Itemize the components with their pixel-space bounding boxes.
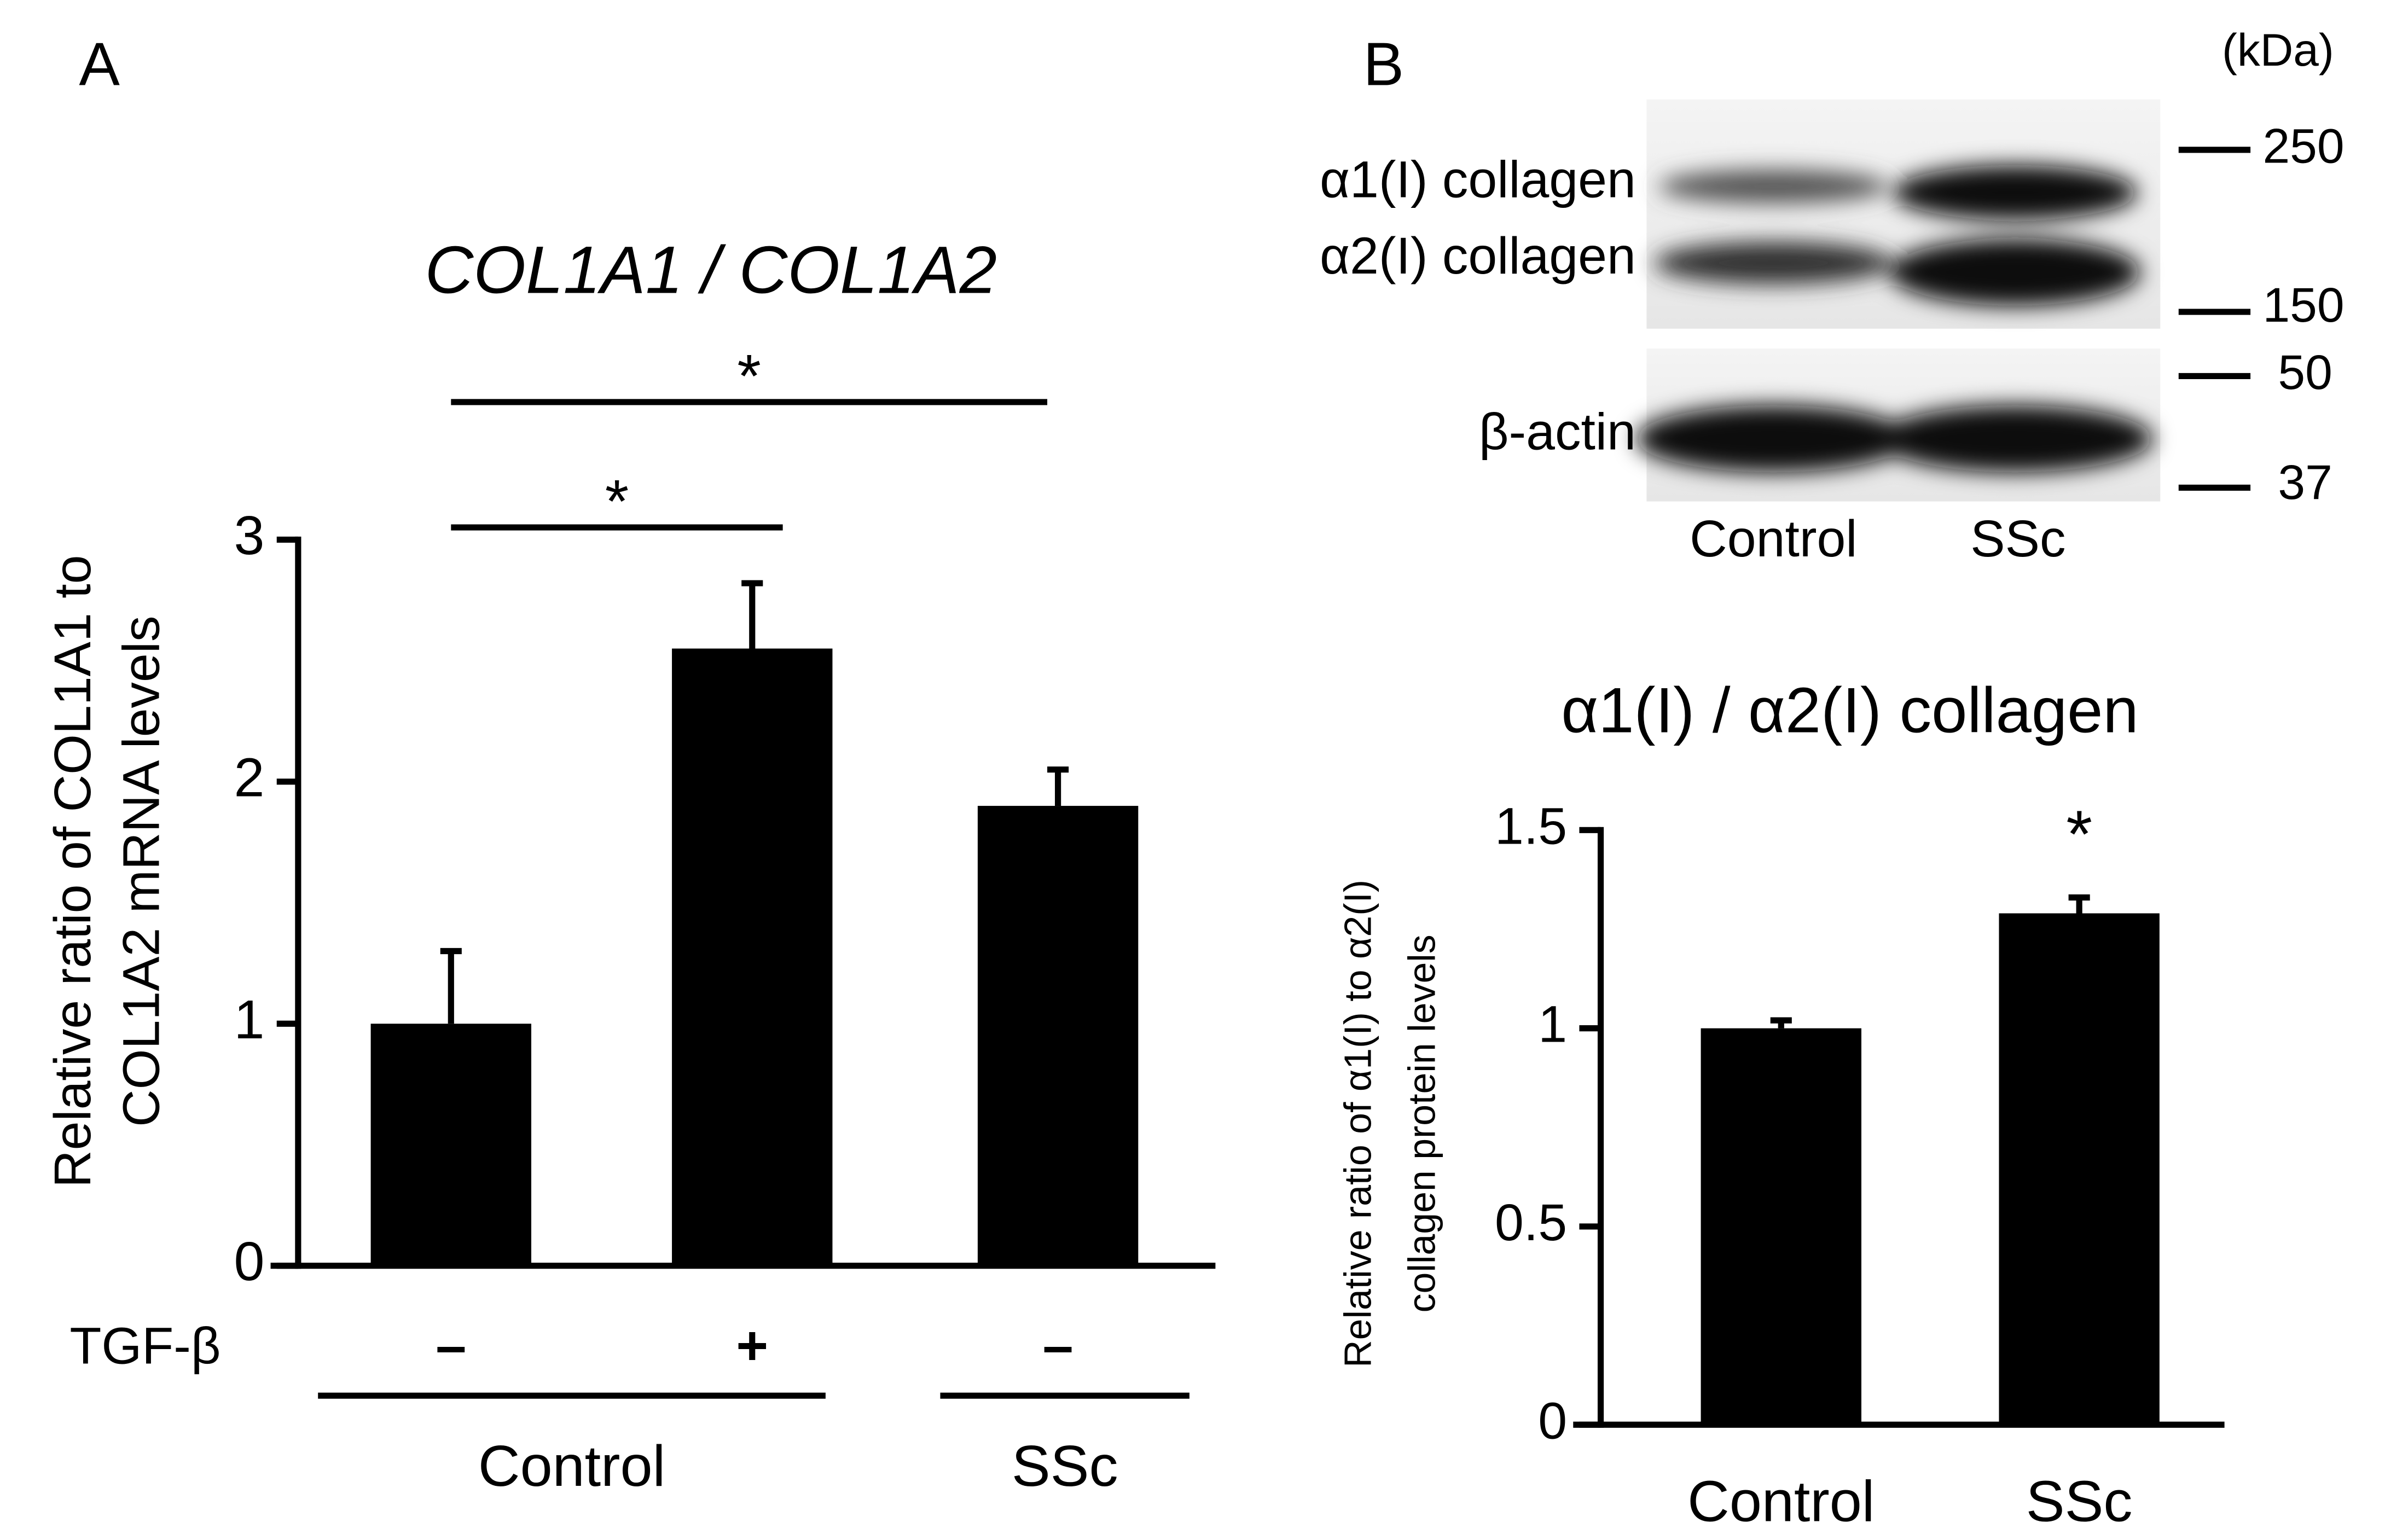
significance-marker: * bbox=[2066, 797, 2092, 872]
lane-label: SSc bbox=[1970, 510, 2065, 568]
x-tick-label: + bbox=[736, 1315, 768, 1376]
y-tick-label: 1 bbox=[1538, 996, 1567, 1054]
lane-label: Control bbox=[1690, 510, 1857, 568]
y-axis-label: collagen protein levels bbox=[1401, 934, 1443, 1312]
bar bbox=[1701, 1028, 1861, 1425]
y-tick-label: 3 bbox=[234, 505, 264, 566]
y-tick-label: 1.5 bbox=[1495, 797, 1567, 855]
significance-marker: * bbox=[605, 467, 629, 535]
x-tick-label: Control bbox=[1687, 1468, 1875, 1533]
chart-title: α1(I) / α2(I) collagen bbox=[1561, 675, 2138, 746]
y-axis-label: Relative ratio of α1(I) to α2(I) bbox=[1336, 880, 1379, 1368]
group-label: Control bbox=[478, 1433, 665, 1498]
band-label: α2(I) collagen bbox=[1320, 227, 1636, 285]
y-axis-label: COL1A2 mRNA levels bbox=[113, 615, 171, 1127]
marker-label: 50 bbox=[2278, 345, 2332, 399]
band-label: α1(I) collagen bbox=[1320, 150, 1636, 208]
row-label: TGF-β bbox=[69, 1317, 220, 1375]
bar bbox=[672, 648, 833, 1266]
y-axis-label: Relative ratio of COL1A1 to bbox=[44, 555, 102, 1188]
blot-bands bbox=[1635, 165, 2153, 473]
marker-label: 37 bbox=[2278, 455, 2332, 509]
group-label: SSc bbox=[1012, 1433, 1118, 1498]
panel-label: B bbox=[1363, 30, 1405, 98]
x-tick-label: – bbox=[436, 1315, 466, 1376]
chart-title: COL1A1 / COL1A2 bbox=[425, 233, 997, 307]
y-tick-label: 0 bbox=[234, 1231, 264, 1292]
western-blot: α1(I) collagen α2(I) collagen β-actin Co… bbox=[1320, 24, 2345, 568]
significance-marker: * bbox=[737, 341, 761, 410]
panel-label: A bbox=[79, 30, 120, 98]
marker-label: 150 bbox=[2262, 277, 2344, 332]
y-tick-label: 2 bbox=[234, 747, 264, 808]
bar bbox=[977, 806, 1139, 1266]
y-tick-label: 0.5 bbox=[1495, 1194, 1567, 1252]
marker-label: 250 bbox=[2262, 119, 2344, 173]
unit-label: (kDa) bbox=[2222, 24, 2334, 75]
y-tick-label: 1 bbox=[234, 989, 264, 1050]
bar bbox=[370, 1024, 531, 1266]
band-label: β-actin bbox=[1479, 403, 1636, 461]
y-tick-label: 0 bbox=[1538, 1392, 1567, 1450]
x-tick-label: – bbox=[1043, 1315, 1073, 1376]
bar bbox=[1999, 913, 2160, 1425]
x-tick-label: SSc bbox=[2026, 1468, 2133, 1533]
